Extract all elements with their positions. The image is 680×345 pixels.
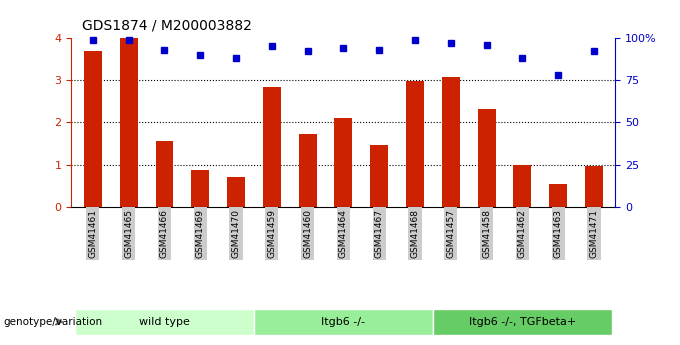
- Bar: [120, 38, 137, 207]
- Text: GSM41467: GSM41467: [375, 209, 384, 258]
- Text: GSM41465: GSM41465: [124, 209, 133, 258]
- Text: genotype/variation: genotype/variation: [3, 317, 103, 327]
- Text: GSM41457: GSM41457: [446, 209, 456, 258]
- Bar: [156, 141, 173, 207]
- Text: Itgb6 -/-: Itgb6 -/-: [322, 317, 365, 327]
- Text: wild type: wild type: [139, 317, 190, 327]
- Text: GSM41459: GSM41459: [267, 209, 276, 258]
- Bar: [227, 177, 245, 207]
- Bar: [370, 145, 388, 207]
- Text: GSM41471: GSM41471: [590, 209, 598, 258]
- Bar: [513, 165, 531, 207]
- Bar: [191, 170, 209, 207]
- Text: Itgb6 -/-, TGFbeta+: Itgb6 -/-, TGFbeta+: [469, 317, 576, 327]
- Bar: [75, 309, 254, 335]
- Bar: [299, 134, 317, 207]
- Text: GSM41463: GSM41463: [554, 209, 562, 258]
- Text: GSM41466: GSM41466: [160, 209, 169, 258]
- Text: GSM41469: GSM41469: [196, 209, 205, 258]
- Bar: [84, 51, 102, 207]
- Bar: [585, 166, 603, 207]
- Bar: [442, 77, 460, 207]
- Text: GSM41470: GSM41470: [231, 209, 241, 258]
- Bar: [549, 184, 567, 207]
- Bar: [254, 309, 433, 335]
- Text: GSM41458: GSM41458: [482, 209, 491, 258]
- Bar: [406, 81, 424, 207]
- Text: GSM41461: GSM41461: [88, 209, 97, 258]
- Bar: [263, 87, 281, 207]
- Text: GDS1874 / M200003882: GDS1874 / M200003882: [82, 19, 252, 33]
- Text: GSM41468: GSM41468: [411, 209, 420, 258]
- Bar: [433, 309, 612, 335]
- Text: GSM41464: GSM41464: [339, 209, 348, 258]
- Bar: [335, 118, 352, 207]
- Text: GSM41460: GSM41460: [303, 209, 312, 258]
- Bar: [477, 109, 496, 207]
- Text: GSM41462: GSM41462: [518, 209, 527, 258]
